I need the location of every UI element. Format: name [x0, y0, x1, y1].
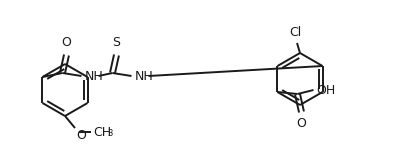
- Text: O: O: [61, 36, 72, 49]
- Text: O: O: [297, 117, 306, 130]
- Text: CH: CH: [93, 125, 111, 139]
- Text: OH: OH: [316, 83, 336, 97]
- Text: NH: NH: [135, 70, 153, 82]
- Text: NH: NH: [84, 70, 103, 82]
- Text: S: S: [112, 36, 120, 49]
- Text: Cl: Cl: [289, 26, 301, 39]
- Text: O: O: [76, 129, 86, 142]
- Text: 3: 3: [107, 130, 112, 139]
